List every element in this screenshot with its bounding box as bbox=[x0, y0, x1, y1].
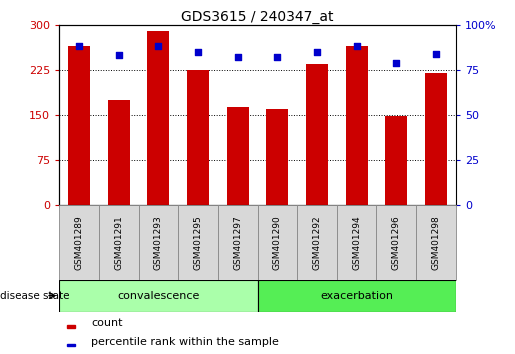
Text: GSM401294: GSM401294 bbox=[352, 215, 361, 270]
Text: GSM401295: GSM401295 bbox=[194, 215, 202, 270]
Point bbox=[154, 44, 162, 49]
Bar bbox=[99, 205, 139, 280]
Bar bbox=[147, 31, 169, 205]
Text: GSM401292: GSM401292 bbox=[313, 215, 321, 270]
Bar bbox=[258, 205, 297, 280]
Bar bbox=[108, 100, 130, 205]
Point bbox=[352, 44, 360, 49]
Text: GSM401289: GSM401289 bbox=[75, 215, 83, 270]
Text: GSM401293: GSM401293 bbox=[154, 215, 163, 270]
Text: GSM401291: GSM401291 bbox=[114, 215, 123, 270]
Text: percentile rank within the sample: percentile rank within the sample bbox=[91, 337, 279, 347]
Bar bbox=[346, 46, 368, 205]
Bar bbox=[227, 107, 249, 205]
Point bbox=[75, 44, 83, 49]
Bar bbox=[139, 205, 178, 280]
Bar bbox=[337, 205, 376, 280]
Text: exacerbation: exacerbation bbox=[320, 291, 393, 301]
Bar bbox=[178, 205, 218, 280]
Bar bbox=[67, 325, 75, 328]
Text: convalescence: convalescence bbox=[117, 291, 199, 301]
Point bbox=[273, 55, 281, 60]
Text: count: count bbox=[91, 318, 123, 329]
Bar bbox=[416, 205, 456, 280]
Bar bbox=[67, 344, 75, 346]
Point bbox=[114, 53, 123, 58]
Bar bbox=[297, 205, 337, 280]
Bar bbox=[376, 205, 416, 280]
Bar bbox=[258, 280, 456, 312]
Bar bbox=[306, 64, 328, 205]
Text: GSM401298: GSM401298 bbox=[432, 215, 440, 270]
Text: GSM401290: GSM401290 bbox=[273, 215, 282, 270]
Bar bbox=[425, 73, 447, 205]
Point bbox=[432, 51, 440, 57]
Bar bbox=[59, 280, 258, 312]
Point bbox=[392, 60, 401, 65]
Bar bbox=[385, 116, 407, 205]
Point bbox=[233, 55, 242, 60]
Bar bbox=[187, 70, 209, 205]
Bar bbox=[68, 46, 90, 205]
Text: disease state: disease state bbox=[0, 291, 70, 301]
Point bbox=[313, 49, 321, 55]
Text: GSM401297: GSM401297 bbox=[233, 215, 242, 270]
Bar bbox=[59, 205, 99, 280]
Text: GSM401296: GSM401296 bbox=[392, 215, 401, 270]
Bar bbox=[218, 205, 258, 280]
Title: GDS3615 / 240347_at: GDS3615 / 240347_at bbox=[181, 10, 334, 24]
Bar bbox=[266, 109, 288, 205]
Point bbox=[194, 49, 202, 55]
